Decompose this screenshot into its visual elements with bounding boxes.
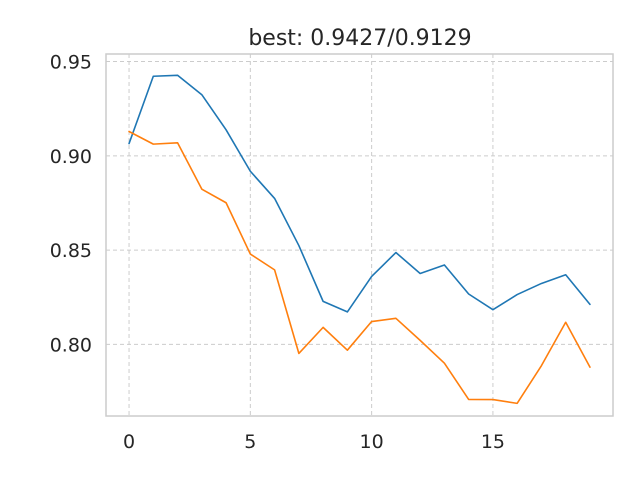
series-group <box>128 74 591 405</box>
y-tick-label: 0.90 <box>50 146 92 168</box>
y-axis-ticks: 0.80 0.85 0.90 0.95 <box>50 52 92 357</box>
y-tick-label: 0.85 <box>50 240 92 262</box>
x-axis-ticks: 0 5 10 15 <box>123 431 505 453</box>
series-line-2 <box>128 130 591 405</box>
grid <box>106 54 613 416</box>
chart-title: best: 0.9427/0.9129 <box>248 26 471 51</box>
plot-frame <box>105 53 614 417</box>
x-tick-label: 10 <box>360 431 384 453</box>
x-tick-label: 0 <box>123 431 135 453</box>
y-tick-label: 0.80 <box>50 334 92 356</box>
x-tick-label: 5 <box>244 431 256 453</box>
y-tick-label: 0.95 <box>50 52 92 74</box>
series-line-1 <box>128 74 591 313</box>
x-tick-label: 15 <box>481 431 505 453</box>
